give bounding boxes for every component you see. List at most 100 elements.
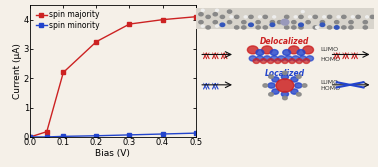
Circle shape (363, 21, 367, 24)
Circle shape (303, 46, 313, 54)
Circle shape (313, 26, 318, 29)
Circle shape (269, 75, 273, 78)
Circle shape (256, 21, 260, 24)
Circle shape (281, 91, 288, 97)
Circle shape (282, 59, 288, 63)
Legend: spin majority, spin minority: spin majority, spin minority (34, 9, 101, 31)
Circle shape (285, 15, 289, 19)
Text: Delocalized: Delocalized (260, 37, 310, 46)
Circle shape (301, 11, 304, 13)
Text: HOMO: HOMO (321, 57, 341, 62)
X-axis label: Bias (V): Bias (V) (96, 149, 130, 158)
Circle shape (235, 26, 239, 29)
Circle shape (320, 23, 325, 27)
Circle shape (294, 16, 297, 18)
Circle shape (270, 50, 278, 55)
Circle shape (288, 46, 299, 54)
Circle shape (299, 26, 303, 29)
Circle shape (263, 56, 271, 61)
FancyBboxPatch shape (196, 8, 374, 29)
Circle shape (256, 26, 260, 29)
Circle shape (285, 26, 289, 29)
Circle shape (268, 83, 275, 88)
Circle shape (249, 15, 253, 19)
Circle shape (303, 59, 310, 63)
Circle shape (270, 21, 274, 24)
Circle shape (244, 16, 247, 18)
Circle shape (213, 21, 217, 24)
Circle shape (335, 26, 339, 29)
Circle shape (269, 93, 273, 96)
Text: Localized: Localized (265, 69, 305, 78)
Circle shape (201, 25, 204, 27)
Circle shape (296, 59, 302, 63)
Circle shape (283, 96, 287, 100)
Circle shape (270, 23, 275, 27)
Circle shape (295, 83, 302, 88)
Circle shape (352, 16, 354, 18)
Circle shape (291, 77, 298, 82)
Circle shape (299, 56, 306, 61)
Circle shape (297, 50, 305, 55)
Circle shape (276, 79, 294, 92)
Circle shape (259, 16, 261, 18)
Circle shape (308, 16, 311, 18)
Text: LUMO: LUMO (321, 47, 339, 52)
Circle shape (213, 13, 217, 16)
Circle shape (296, 75, 301, 78)
Circle shape (366, 16, 369, 18)
Circle shape (342, 15, 346, 19)
Circle shape (272, 89, 279, 94)
Circle shape (253, 59, 260, 63)
Circle shape (292, 21, 296, 24)
Circle shape (306, 56, 313, 61)
Circle shape (299, 15, 303, 19)
Y-axis label: Current (μA): Current (μA) (13, 43, 22, 99)
Circle shape (272, 77, 279, 82)
Circle shape (342, 26, 346, 29)
Circle shape (327, 15, 332, 19)
Circle shape (337, 16, 340, 18)
Circle shape (215, 9, 218, 11)
Circle shape (262, 46, 273, 54)
Circle shape (274, 59, 281, 63)
Circle shape (267, 59, 274, 63)
Circle shape (292, 26, 296, 29)
Circle shape (283, 50, 291, 55)
Circle shape (263, 26, 267, 29)
Circle shape (291, 89, 298, 94)
Circle shape (349, 26, 353, 29)
Circle shape (283, 71, 287, 75)
Circle shape (220, 23, 225, 27)
Circle shape (199, 21, 203, 24)
Circle shape (260, 59, 267, 63)
Circle shape (285, 56, 292, 61)
Circle shape (271, 56, 278, 61)
Circle shape (256, 50, 264, 55)
Circle shape (206, 26, 210, 29)
Circle shape (248, 46, 258, 54)
Circle shape (363, 26, 367, 29)
Circle shape (242, 26, 246, 29)
Circle shape (278, 56, 285, 61)
Circle shape (220, 15, 225, 19)
Circle shape (356, 15, 360, 19)
Circle shape (277, 21, 282, 24)
Circle shape (256, 56, 263, 61)
Circle shape (206, 15, 210, 19)
Circle shape (299, 23, 303, 27)
Circle shape (292, 56, 299, 61)
Text: LUMO: LUMO (321, 80, 339, 85)
Circle shape (370, 15, 375, 19)
Circle shape (249, 56, 256, 61)
Circle shape (199, 13, 203, 16)
Circle shape (281, 74, 288, 79)
Circle shape (230, 16, 233, 18)
Circle shape (201, 9, 204, 11)
Circle shape (323, 16, 325, 18)
Circle shape (306, 21, 310, 24)
Circle shape (263, 15, 267, 19)
Circle shape (335, 21, 339, 24)
Circle shape (349, 21, 353, 24)
Circle shape (320, 21, 325, 24)
